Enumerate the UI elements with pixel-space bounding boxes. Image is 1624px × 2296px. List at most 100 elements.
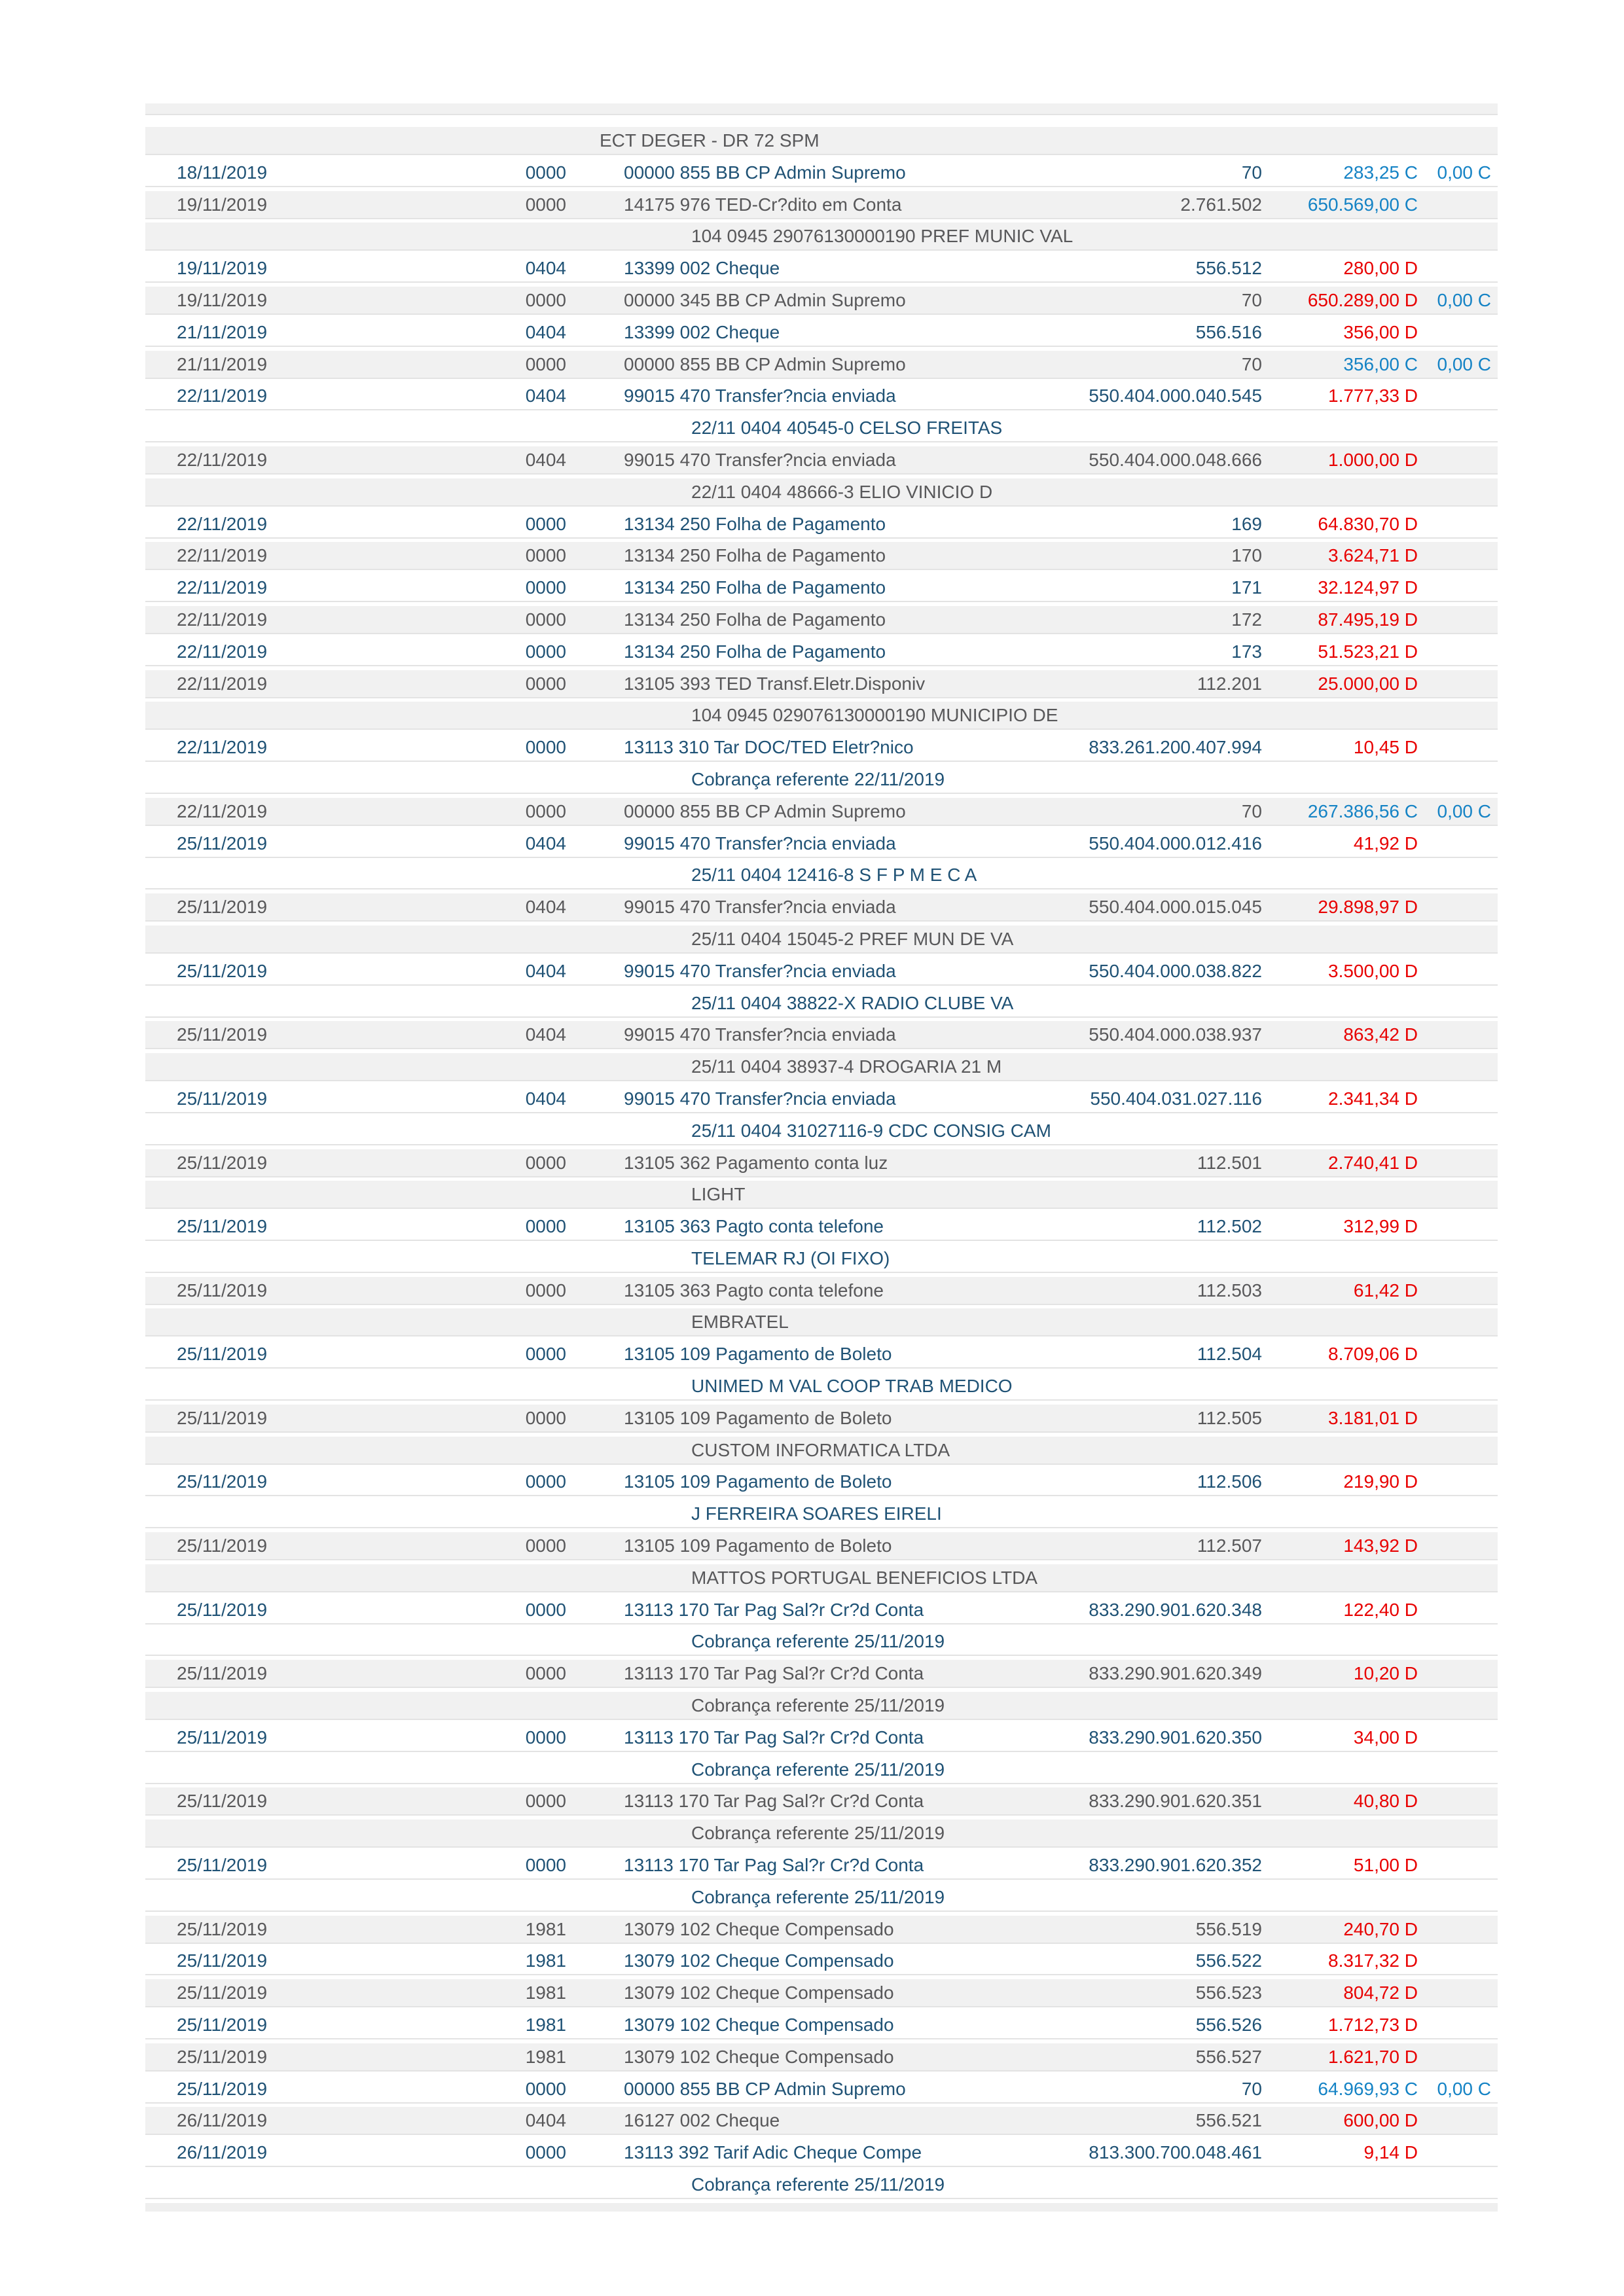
transaction-description: 99015 470 Transfer?ncia enviada [624,897,896,918]
transaction-description: 13079 102 Cheque Compensado [624,1918,894,1939]
origin-branch-code: 0404 [525,960,566,981]
statement-continuation-row: 25/11 0404 38937-4 DROGARIA 21 M [145,1053,1498,1082]
transaction-description: 13105 109 Pagamento de Boleto [624,1471,892,1492]
statement-continuation-row: LIGHT [145,1181,1498,1210]
statement-transaction-row: 25/11/2019 0000 13105 109 Pagamento de Bol… [145,1404,1498,1433]
transaction-amount: 1.712,73 D [1328,2015,1418,2036]
transaction-description: 99015 470 Transfer?ncia enviada [624,1024,896,1045]
transaction-date: 21/11/2019 [177,353,268,374]
description-cell: 99015 470 Transfer?ncia enviada 550.404.0… [566,1021,1262,1048]
transaction-amount: 1.000,00 D [1328,449,1418,470]
document-number: 112.501 [1197,1152,1262,1173]
transaction-description: 13134 250 Folha de Pagamento [624,609,886,630]
transaction-date: 25/11/2019 [177,897,268,918]
transaction-amount: 64.830,70 D [1318,513,1418,534]
continuation-text: 25/11 0404 38937-4 DROGARIA 21 M [691,1056,1002,1077]
statement-continuation-row: Cobrança referente 25/11/2019 [145,1820,1498,1848]
continuation-text: MATTOS PORTUGAL BENEFICIOS LTDA [691,1567,1038,1588]
document-number: 833.261.200.407.994 [1089,737,1262,758]
transaction-description: 99015 470 Transfer?ncia enviada [624,833,896,853]
statement-continuation-row: Cobrança referente 25/11/2019 [145,1755,1498,1784]
description-cell: 13079 102 Cheque Compensado 556.522 [566,1947,1262,1974]
description-cell: 00000 855 BB CP Admin Supremo 70 [566,159,1262,186]
document-number: 112.201 [1197,673,1262,694]
description-cell: 13113 170 Tar Pag Sal?r Cr?d Conta 833.29… [566,1787,1262,1814]
document-number: 70 [1241,162,1262,183]
transaction-amount: 8.317,32 D [1328,1950,1418,1971]
statement-transaction-row: 22/11/2019 0000 13113 310 Tar DOC/TED Elet… [145,734,1498,762]
statement-transaction-row: 25/11/2019 0000 13113 170 Tar Pag Sal?r Cr… [145,1852,1498,1880]
transaction-description: 16127 002 Cheque [624,2110,780,2131]
transaction-date: 25/11/2019 [177,1791,268,1812]
transaction-date: 25/11/2019 [177,960,268,981]
statement-transaction-row: 25/11/2019 0000 13105 109 Pagamento de Bol… [145,1532,1498,1561]
document-number: 173 [1231,641,1262,662]
document-number: 556.516 [1195,321,1262,342]
origin-branch-code: 1981 [525,2046,566,2067]
continuation-text: Cobrança referente 25/11/2019 [691,1631,945,1652]
transaction-date: 22/11/2019 [177,513,268,534]
continuation-text: TELEMAR RJ (OI FIXO) [691,1247,890,1268]
transaction-date: 25/11/2019 [177,1918,268,1939]
balance-amount: 0,00 C [1437,353,1492,374]
origin-branch-code: 0000 [525,2078,566,2099]
document-number: 550.404.000.048.666 [1089,449,1262,470]
origin-branch-code: 0000 [525,1471,566,1492]
transaction-amount: 8.709,06 D [1328,1344,1418,1365]
document-number: 112.504 [1197,1344,1262,1365]
statement-transaction-row: 25/11/2019 0000 13113 170 Tar Pag Sal?r Cr… [145,1596,1498,1624]
transaction-amount: 650.569,00 C [1307,194,1418,215]
statement-continuation-row: Cobrança referente 22/11/2019 [145,765,1498,794]
statement-transaction-row: 22/11/2019 0000 13134 250 Folha de Pagamen… [145,542,1498,571]
continuation-text: CUSTOM INFORMATICA LTDA [691,1439,950,1460]
origin-branch-code: 0000 [525,513,566,534]
document-number: 112.502 [1197,1216,1262,1237]
continuation-text: LIGHT [691,1184,746,1205]
transaction-description: 13105 393 TED Transf.Eletr.Disponiv [624,673,926,694]
description-cell: 13079 102 Cheque Compensado 556.523 [566,1979,1262,2006]
transaction-date: 19/11/2019 [177,258,268,279]
description-cell: 99015 470 Transfer?ncia enviada 550.404.0… [566,1085,1262,1112]
transaction-amount: 240,70 D [1343,1918,1418,1939]
document-number: 70 [1241,353,1262,374]
continuation-text: J FERREIRA SOARES EIRELI [691,1503,942,1524]
transaction-amount: 122,40 D [1343,1599,1418,1620]
transaction-date: 25/11/2019 [177,1982,268,2003]
statement-continuation-row: Cobrança referente 25/11/2019 [145,2171,1498,2199]
origin-branch-code: 0000 [525,1855,566,1876]
description-cell: 13113 170 Tar Pag Sal?r Cr?d Conta 833.29… [566,1852,1262,1878]
transaction-date: 25/11/2019 [177,833,268,853]
document-number: 550.404.031.027.116 [1090,1088,1262,1109]
description-cell: 13105 363 Pagto conta telefone 112.503 [566,1277,1262,1304]
transaction-amount: 863,42 D [1343,1024,1418,1045]
description-cell: 13113 170 Tar Pag Sal?r Cr?d Conta 833.29… [566,1724,1262,1751]
transaction-amount: 143,92 D [1343,1535,1418,1556]
description-cell: 00000 855 BB CP Admin Supremo 70 [566,2075,1262,2102]
origin-branch-code: 0000 [525,1280,566,1300]
description-cell: 13399 002 Cheque 556.512 [566,255,1262,281]
statement-transaction-row: 21/11/2019 0000 00000 855 BB CP Admin Supr… [145,350,1498,379]
statement-continuation-row: MATTOS PORTUGAL BENEFICIOS LTDA [145,1564,1498,1592]
description-cell: 13113 310 Tar DOC/TED Eletr?nico 833.261.… [566,734,1262,761]
statement-transaction-row: 18/11/2019 0000 00000 855 BB CP Admin Supr… [145,158,1498,187]
transaction-description: 13105 363 Pagto conta telefone [624,1280,884,1300]
transaction-amount: 804,72 D [1343,1982,1418,2003]
statement-transaction-row: 25/11/2019 1981 13079 102 Cheque Compensad… [145,1947,1498,1976]
transaction-date: 22/11/2019 [177,737,268,758]
origin-branch-code: 0000 [525,1727,566,1748]
statement-transaction-row: 25/11/2019 0000 13113 170 Tar Pag Sal?r Cr… [145,1660,1498,1689]
statement-table-rows: ECT DEGER - DR 72 SPM 18/11/2019 0000 00000… [145,127,1498,2199]
transaction-date: 25/11/2019 [177,1471,268,1492]
transaction-description: 13113 170 Tar Pag Sal?r Cr?d Conta [624,1599,924,1620]
statement-continuation-row: ECT DEGER - DR 72 SPM [145,127,1498,155]
transaction-date: 25/11/2019 [177,1535,268,1556]
transaction-amount: 51.523,21 D [1318,641,1418,662]
document-number: 112.506 [1197,1471,1262,1492]
transaction-date: 25/11/2019 [177,1855,268,1876]
transaction-amount: 219,90 D [1343,1471,1418,1492]
transaction-amount: 283,25 C [1343,162,1418,183]
statement-continuation-row: TELEMAR RJ (OI FIXO) [145,1244,1498,1273]
transaction-amount: 3.500,00 D [1328,960,1418,981]
transaction-description: 13079 102 Cheque Compensado [624,2046,894,2067]
transaction-date: 22/11/2019 [177,800,268,821]
